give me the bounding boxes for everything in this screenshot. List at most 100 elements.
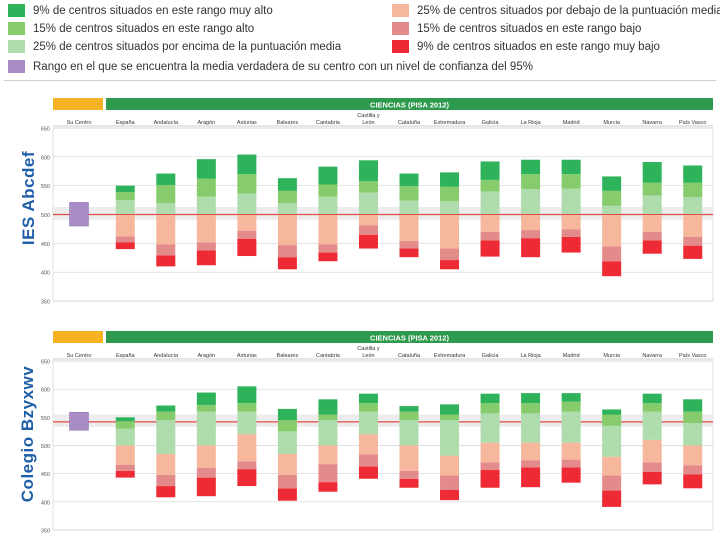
bar-segment [399,200,419,214]
bar-segment [358,215,378,226]
bar-segment [602,176,622,191]
bar-segment [480,215,500,232]
bar-segment [480,179,500,192]
legend-item-debajo: 25% de centros situados por debajo de la… [392,4,720,17]
bar-segment [561,229,581,237]
category-label: Extremadura [434,120,466,126]
bar-segment [440,201,460,214]
bar-segment [440,172,460,187]
category-label: España [116,120,136,126]
bar-segment [237,238,257,257]
legend-label: Rango en el que se encuentra la media ve… [33,60,533,73]
bar-segment [358,234,378,249]
bar-segment [602,246,622,262]
legend-swatch [392,22,409,35]
bar-segment [196,178,216,197]
bar-segment [358,160,378,182]
bar-segment [196,159,216,179]
bar-segment [318,252,338,262]
ciencias-header-bar [106,98,713,110]
category-label: Andalucía [154,120,179,126]
bar-segment [196,242,216,251]
bar-segment [440,260,460,270]
bar-segment [642,195,662,214]
own-center-bar [69,202,89,227]
bar-segment [399,215,419,242]
bar-segment [602,190,622,206]
bar-segment [602,261,622,277]
bar-segment [156,173,176,186]
bar-segment [602,205,622,214]
category-label: Cantabria [316,120,341,126]
category-label: Aragón [197,120,215,126]
legend-item-alto: 15% de centros situados en este rango al… [8,22,254,35]
bar-segment [115,215,135,237]
bar-segment [521,215,541,231]
category-label: Galicia [482,120,500,126]
bar-segment [237,154,257,175]
legend-swatch [8,22,25,35]
legend-swatch [392,40,409,53]
bar-segment [602,215,622,247]
bar-segment [237,174,257,194]
bar-segment [642,231,662,241]
legend-swatch [8,60,25,73]
chart-title: CIENCIAS (PISA 2012) [370,101,449,110]
legend-label: 25% de centros situados por encima de la… [33,40,342,53]
bar-segment [115,185,135,193]
bar-segment [440,215,460,249]
bar-segment [683,236,703,246]
category-label-line2: León [362,120,374,126]
bar-segment [196,215,216,243]
legend-label: 25% de centros situados por debajo de la… [417,4,720,17]
legend-item-bajo: 15% de centros situados en este rango ba… [392,22,641,35]
bar-segment [196,196,216,214]
bar-segment [318,184,338,197]
bar-segment [683,197,703,214]
bar-segment [440,248,460,261]
bar-segment [480,240,500,257]
bar-segment [277,190,297,203]
bar-segment [277,245,297,258]
y-tick-label: 400 [41,271,50,277]
own-center-label: Su Centro [67,120,92,126]
bar-segment [196,250,216,266]
y-tick-label: 450 [41,242,50,248]
bar-segment [237,230,257,239]
legend-item-muy-bajo: 9% de centros situados en este rango muy… [392,40,660,53]
bar-segment [480,161,500,180]
legend-divider [4,80,716,81]
bar-segment [683,215,703,237]
bar-segment [642,240,662,254]
bar-segment [561,236,581,253]
category-label: Navarra [642,120,663,126]
bar-segment [683,182,703,198]
bar-segment [277,202,297,214]
y-tick-label: 350 [41,300,50,306]
legend-swatch [8,40,25,53]
bar-segment [237,193,257,214]
legend-item-rango-confianza: Rango en el que se encuentra la media ve… [8,60,533,73]
bar-segment [642,182,662,196]
bar-segment [561,215,581,230]
legend-swatch [8,4,25,17]
bar-segment [318,166,338,185]
bar-segment [521,159,541,175]
bar-segment [358,192,378,214]
legend-label: 15% de centros situados en este rango al… [33,22,255,35]
bar-segment [399,186,419,201]
bar-segment [318,196,338,214]
bar-segment [115,200,135,214]
bar-segment [115,192,135,201]
category-label-line1: Castilla y [357,113,380,119]
category-label: Baleares [277,120,299,126]
category-label: Cataluña [398,120,421,126]
bar-segment [156,202,176,214]
bar-segment [399,241,419,249]
bar-segment [277,178,297,191]
bar-segment [561,188,581,214]
own-center-header-bar [53,98,103,110]
bar-segment [683,165,703,183]
